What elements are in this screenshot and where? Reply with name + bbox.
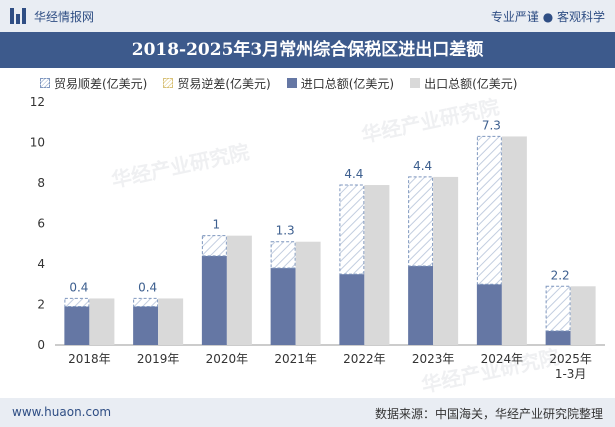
legend-item-export: 出口总额(亿美元) (410, 75, 518, 92)
export-bar (570, 286, 596, 345)
x-tick-label: 2024年 (481, 352, 524, 366)
export-bar (364, 185, 390, 345)
y-tick-label: 12 (30, 95, 45, 109)
x-tick-label: 2021年 (274, 352, 317, 366)
legend-swatch-import (286, 78, 297, 88)
legend-item-import: 进口总额(亿美元) (286, 75, 395, 92)
export-bar (433, 176, 459, 345)
brand-name: 华经情报网 (34, 9, 95, 24)
chart-area: 0 2 4 6 8 10 12 2018年 2019年 2020年 2021年 2022年 2023年 2… (0, 92, 615, 396)
surplus-bar (270, 241, 296, 269)
chart-title: 2018-2025年3月常州综合保税区进出口差额 (0, 32, 615, 68)
import-bar (339, 274, 365, 345)
y-tick-label: 4 (37, 257, 45, 271)
footer-source: 数据来源：中国海关，华经产业研究院整理 (374, 407, 603, 421)
x-tick-label: 2025年 1-3月 (549, 352, 592, 381)
surplus-value-label: 4.4 (344, 167, 363, 181)
surplus-bar (408, 176, 434, 267)
surplus-bar (339, 184, 365, 275)
logo-bars-icon (10, 8, 28, 24)
surplus-bar (545, 285, 571, 332)
x-tick-label: 2023年 (412, 352, 455, 366)
export-bar (158, 298, 184, 345)
legend-label-surplus: 贸易顺差(亿美元) (54, 76, 148, 91)
surplus-value-label: 0.4 (69, 280, 88, 294)
top-bar: 华经情报网 专业严谨 ● 客观科学 (0, 0, 615, 32)
import-bar (201, 255, 227, 345)
brand[interactable]: 华经情报网 (10, 6, 94, 26)
export-bar (89, 298, 115, 345)
legend-swatch-surplus (40, 78, 50, 88)
bar-chart: 0 2 4 6 8 10 12 2018年 2019年 2020年 2021年 2022年 2023年 2… (30, 95, 605, 381)
y-tick-label: 10 (30, 136, 45, 150)
surplus-bar (64, 297, 90, 308)
legend-item-surplus: 贸易顺差(亿美元) (40, 75, 147, 92)
surplus-value-label: 0.4 (138, 280, 157, 294)
import-bar (545, 330, 571, 345)
legend-swatch-export (410, 78, 421, 88)
x-tick-label: 2020年 (206, 352, 249, 366)
import-bar (476, 284, 502, 345)
legend-swatch-deficit (163, 78, 174, 88)
legend-item-deficit: 贸易逆差(亿美元) (163, 75, 271, 92)
surplus-value-label: 1 (213, 218, 221, 232)
x-tick-label: 2018年 (68, 352, 111, 366)
surplus-bar (133, 297, 159, 308)
footer-url-link[interactable]: www.huaon.com (12, 405, 112, 419)
surplus-bar (201, 235, 227, 257)
surplus-value-label: 2.2 (551, 268, 570, 282)
import-bar (408, 266, 434, 345)
import-bar (64, 306, 90, 345)
y-tick-label: 0 (37, 338, 45, 352)
surplus-value-label: 4.4 (413, 159, 432, 173)
y-tick-label: 2 (37, 298, 45, 312)
surplus-bar (476, 135, 502, 285)
legend-label-import: 进口总额(亿美元) (300, 76, 395, 91)
slogan: 专业严谨 ● 客观科学 (490, 10, 605, 24)
legend-label-export: 出口总额(亿美元) (424, 76, 518, 91)
y-tick-label: 6 (37, 217, 45, 231)
export-bar (295, 241, 321, 345)
surplus-value-label: 7.3 (482, 118, 501, 132)
import-bar (270, 268, 296, 345)
legend: 贸易顺差(亿美元) 贸易逆差(亿美元) 进口总额(亿美元) 出口总额(亿美元) (40, 72, 534, 94)
legend-label-deficit: 贸易逆差(亿美元) (177, 76, 271, 91)
export-bar (501, 136, 527, 345)
export-bar (226, 235, 252, 345)
surplus-value-label: 1.3 (276, 224, 295, 238)
y-tick-label: 8 (37, 176, 45, 190)
footer: www.huaon.com 数据来源：中国海关，华经产业研究院整理 (0, 398, 615, 427)
import-bar (133, 306, 159, 345)
x-tick-label: 2019年 (137, 352, 180, 366)
x-tick-label: 2022年 (343, 352, 386, 366)
